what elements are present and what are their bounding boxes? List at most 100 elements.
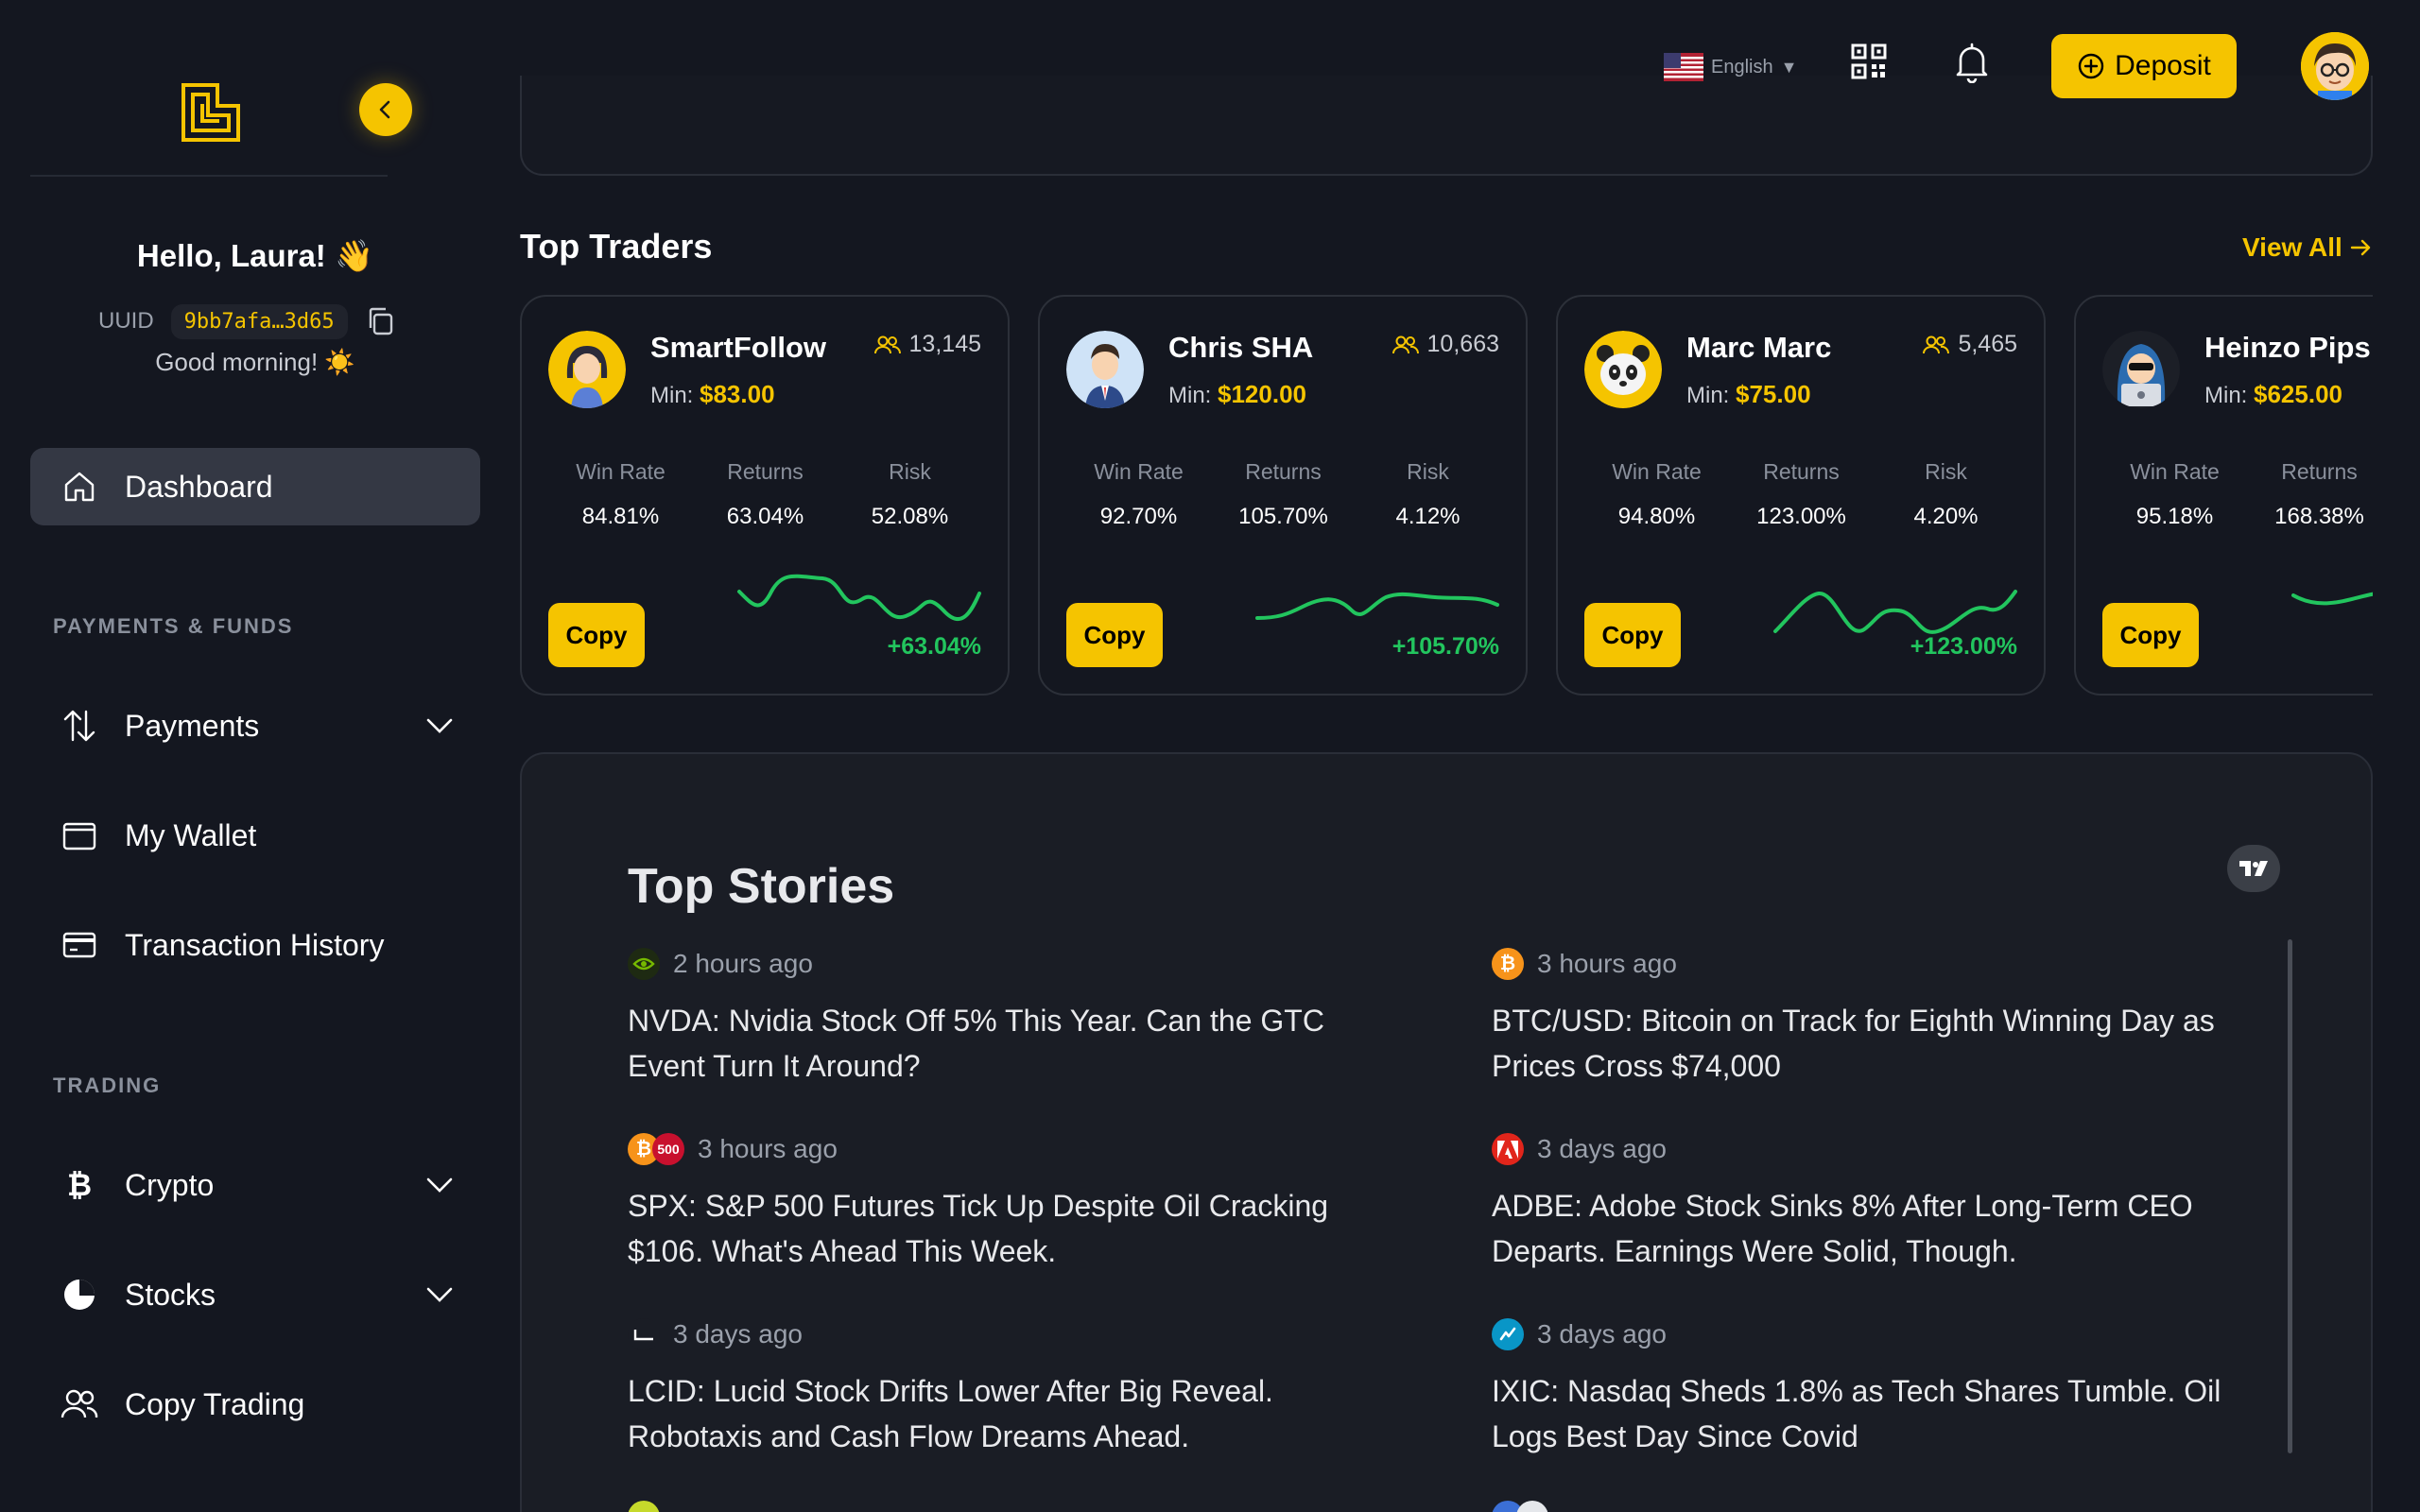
story-headline[interactable]: LCID: Lucid Stock Drifts Lower After Big… xyxy=(628,1374,1273,1453)
win-rate-label: Win Rate xyxy=(576,459,666,484)
story-item[interactable]: ₿ 500 3 hours ago SPX: S&P 500 Futures T… xyxy=(628,1130,1403,1274)
uuid-value: 9bb7afa…3d65 xyxy=(170,303,348,339)
sidebar-item-copy-trading[interactable]: Copy Trading xyxy=(30,1370,480,1438)
story-time: 3 days ago xyxy=(1537,1134,1667,1163)
woman-avatar-icon xyxy=(548,331,626,408)
story-time: 3 days ago xyxy=(1537,1319,1667,1349)
trader-card[interactable]: Heinzo Pips Min: $625.00 Win Rate 95.18% … xyxy=(2074,295,2373,696)
partial-story-icon xyxy=(628,1501,660,1512)
followers-count: 13,145 xyxy=(873,331,981,358)
trader-card[interactable]: Marc Marc Min: $75.00 5,465 Win Rate 94.8… xyxy=(1556,295,2046,696)
partial-story-icon xyxy=(1516,1501,1548,1512)
section-label-payments: PAYMENTS & FUNDS xyxy=(53,614,294,638)
copy-icon[interactable] xyxy=(365,305,397,337)
partial-story-icon xyxy=(1492,1501,1524,1512)
trader-gain: +105.70% xyxy=(1392,633,1499,660)
copy-trader-button[interactable]: Copy xyxy=(2102,603,2199,667)
chevron-down-icon[interactable] xyxy=(424,1279,456,1311)
sidebar-item-label: Dashboard xyxy=(125,469,273,504)
story-item[interactable]: ₿ 3 hours ago BTC/USD: Bitcoin on Track … xyxy=(1492,945,2267,1089)
uuid-label: UUID xyxy=(98,308,154,334)
lucid-icon xyxy=(628,1318,660,1350)
panda-avatar-icon xyxy=(1584,331,1662,408)
language-label: English xyxy=(1711,56,1773,77)
followers-count: 10,663 xyxy=(1392,331,1499,358)
copy-trader-button[interactable]: Copy xyxy=(548,603,645,667)
followers-icon xyxy=(873,335,901,353)
arrow-right-icon xyxy=(2350,239,2371,256)
returns-label: Returns xyxy=(2281,459,2358,484)
sidebar: Hello, Laura! 👋 UUID 9bb7afa…3d65 Good m… xyxy=(0,0,510,1512)
story-item[interactable]: 3 days ago IXIC: Nasdaq Sheds 1.8% as Te… xyxy=(1492,1315,2267,1459)
story-time: 2 hours ago xyxy=(673,949,813,978)
story-headline[interactable]: BTC/USD: Bitcoin on Track for Eighth Win… xyxy=(1492,1004,2215,1083)
card-icon xyxy=(60,926,98,964)
risk-label: Risk xyxy=(1407,459,1449,484)
story-item[interactable]: 2 hours ago NVDA: Nvidia Stock Off 5% Th… xyxy=(628,945,1403,1089)
returns-label: Returns xyxy=(1763,459,1840,484)
returns-label: Returns xyxy=(1245,459,1322,484)
trader-gain: +123.00% xyxy=(1910,633,2017,660)
trader-name: Heinzo Pips xyxy=(2204,331,2371,364)
tradingview-logo-icon[interactable] xyxy=(2227,845,2280,892)
sidebar-item-stocks[interactable]: Stocks xyxy=(30,1261,480,1329)
collapse-sidebar-button[interactable] xyxy=(359,83,412,136)
min-value: $83.00 xyxy=(700,380,775,408)
story-item[interactable]: 3 days ago ADBE: Adobe Stock Sinks 8% Af… xyxy=(1492,1130,2267,1274)
qr-code-icon[interactable] xyxy=(1851,43,1887,79)
story-headline[interactable]: IXIC: Nasdaq Sheds 1.8% as Tech Shares T… xyxy=(1492,1374,2221,1453)
story-headline[interactable]: ADBE: Adobe Stock Sinks 8% After Long-Te… xyxy=(1492,1189,2193,1268)
story-time: 3 hours ago xyxy=(1537,949,1677,978)
win-rate-value: 92.70% xyxy=(1099,504,1178,529)
sidebar-item-crypto[interactable]: ₿ Crypto xyxy=(30,1151,480,1219)
trader-min: Min: $83.00 xyxy=(650,380,775,409)
user-avatar[interactable] xyxy=(2301,32,2369,100)
chevron-down-icon[interactable] xyxy=(424,1169,456,1201)
trader-gain: +63.04% xyxy=(887,633,981,660)
bitcoin-icon: ₿ xyxy=(66,1167,93,1202)
bell-icon[interactable] xyxy=(1953,42,1991,83)
stories-scrollbar[interactable] xyxy=(2288,939,2292,1453)
win-rate-value: 94.80% xyxy=(1617,504,1696,529)
traders-carousel[interactable]: SmartFollow Min: $83.00 13,145 Win Rate 8… xyxy=(520,295,2373,696)
followers-icon xyxy=(1923,335,1950,353)
sparkline-chart xyxy=(2291,592,2373,606)
trader-name: SmartFollow xyxy=(650,331,827,364)
deposit-button[interactable]: Deposit xyxy=(2051,34,2237,98)
min-label: Min: xyxy=(1168,383,1212,408)
sidebar-item-payments[interactable]: Payments xyxy=(30,692,480,760)
trader-name: Chris SHA xyxy=(1168,331,1314,364)
min-label: Min: xyxy=(2204,383,2248,408)
sidebar-item-transaction-history[interactable]: Transaction History xyxy=(30,911,480,979)
uuid-row: UUID 9bb7afa…3d65 xyxy=(98,301,397,342)
language-selector[interactable]: English ▼ xyxy=(1664,53,1797,81)
trader-avatar xyxy=(2102,331,2180,408)
min-label: Min: xyxy=(1686,383,1730,408)
chevron-down-icon[interactable] xyxy=(424,710,456,742)
sparkline-chart xyxy=(1773,590,2017,634)
sidebar-item-dashboard[interactable]: Dashboard xyxy=(30,448,480,525)
trader-avatar xyxy=(1584,331,1662,408)
businessman-avatar-icon xyxy=(1066,331,1144,408)
trader-card[interactable]: SmartFollow Min: $83.00 13,145 Win Rate 8… xyxy=(520,295,1010,696)
copy-trader-button[interactable]: Copy xyxy=(1584,603,1681,667)
story-item[interactable]: 3 days ago LCID: Lucid Stock Drifts Lowe… xyxy=(628,1315,1403,1459)
trader-min: Min: $75.00 xyxy=(1686,380,1811,409)
view-all-link[interactable]: View All xyxy=(2242,232,2373,263)
followers-count: 5,465 xyxy=(1922,331,2017,358)
sidebar-item-label: Transaction History xyxy=(125,927,385,962)
story-headline[interactable]: SPX: S&P 500 Futures Tick Up Despite Oil… xyxy=(628,1189,1329,1268)
risk-value: 4.12% xyxy=(1395,504,1461,529)
sidebar-item-wallet[interactable]: My Wallet xyxy=(30,801,480,869)
win-rate-label: Win Rate xyxy=(1094,459,1184,484)
story-headline[interactable]: NVDA: Nvidia Stock Off 5% This Year. Can… xyxy=(628,1004,1324,1083)
top-traders-title: Top Traders xyxy=(520,227,713,266)
trader-min: Min: $120.00 xyxy=(1168,380,1306,409)
returns-value: 105.70% xyxy=(1238,504,1328,529)
trader-name: Marc Marc xyxy=(1686,331,1832,364)
trader-card[interactable]: Chris SHA Min: $120.00 10,663 Win Rate 92… xyxy=(1038,295,1528,696)
brand-logo[interactable] xyxy=(180,81,242,144)
sidebar-item-label: Crypto xyxy=(125,1167,215,1202)
copy-trader-button[interactable]: Copy xyxy=(1066,603,1163,667)
spx-icon: 500 xyxy=(652,1133,684,1165)
